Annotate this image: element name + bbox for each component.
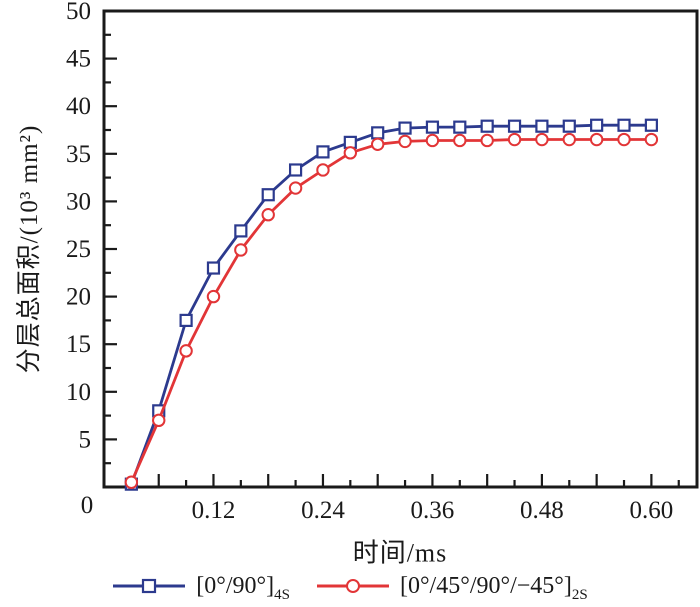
- y-tick-label: 50: [66, 0, 91, 25]
- circle-marker: [617, 132, 631, 147]
- y-tick-label: 25: [66, 236, 91, 263]
- legend-label: [0°/45°/90°/−45°]2S: [399, 572, 588, 603]
- y-tick-label: 10: [66, 379, 91, 406]
- circle-marker: [535, 132, 549, 147]
- y-tick-label: 20: [66, 284, 91, 311]
- legend-circle-marker-icon: [316, 579, 389, 593]
- circle-marker: [507, 132, 522, 147]
- square-marker: [453, 120, 467, 134]
- legend-item-0-90-4s: [0°/90°]4S: [112, 572, 290, 603]
- circle-marker: [288, 181, 303, 195]
- circle-marker: [589, 132, 604, 147]
- square-marker: [480, 119, 494, 133]
- square-marker: [562, 119, 576, 133]
- circle-marker: [370, 137, 385, 151]
- square-marker: [535, 119, 549, 133]
- circle-marker: [124, 475, 139, 489]
- square-marker: [234, 224, 248, 238]
- circle-marker: [453, 133, 467, 148]
- square-marker: [179, 313, 193, 327]
- circle-marker: [425, 133, 440, 148]
- circle-marker: [179, 344, 193, 358]
- y-tick-label: 15: [66, 331, 91, 358]
- y-tick-label: 35: [66, 141, 91, 168]
- x-tick-label: 0.36: [411, 497, 455, 524]
- square-marker: [507, 119, 522, 133]
- circle-marker: [206, 289, 221, 304]
- square-marker: [617, 118, 631, 132]
- square-marker: [425, 120, 440, 134]
- square-marker: [398, 121, 412, 135]
- square-marker: [644, 118, 658, 132]
- circle-marker: [316, 163, 330, 177]
- circle-marker: [398, 134, 412, 149]
- legend-item-0-45-90-m45-2s: [0°/45°/90°/−45°]2S: [316, 572, 588, 603]
- plot-frame: [102, 9, 699, 489]
- circle-marker: [152, 413, 166, 428]
- square-marker: [288, 163, 303, 177]
- x-tick-label: 0.24: [301, 497, 345, 524]
- x-axis-title: 时间/ms: [352, 538, 448, 568]
- square-marker: [316, 145, 330, 159]
- square-marker: [590, 118, 604, 132]
- circle-marker: [562, 132, 576, 147]
- y-tick-label: 5: [79, 426, 92, 453]
- square-marker: [371, 126, 385, 140]
- y-tick-label: 40: [66, 93, 91, 120]
- circle-marker: [480, 133, 494, 148]
- circle-marker: [261, 208, 275, 222]
- legend-square-marker-icon: [113, 578, 186, 594]
- circle-marker: [234, 243, 248, 257]
- square-marker: [261, 188, 275, 202]
- circle-marker: [644, 132, 659, 147]
- legend-label: [0°/90°]4S: [196, 572, 290, 603]
- square-marker: [206, 261, 221, 275]
- x-tick-label: 0.48: [520, 497, 564, 524]
- y-axis-title: 分层总面积/(10³ mm²): [16, 124, 43, 374]
- x-tick-label: 0.60: [630, 497, 674, 524]
- circle-marker: [343, 146, 358, 160]
- x-tick-label: 0.12: [192, 497, 236, 524]
- origin-label: 0: [81, 492, 94, 519]
- legend: [0°/90°]4S [0°/45°/90°/−45°]2S: [0, 568, 700, 604]
- y-tick-label: 45: [66, 46, 91, 73]
- y-tick-label: 30: [66, 188, 91, 215]
